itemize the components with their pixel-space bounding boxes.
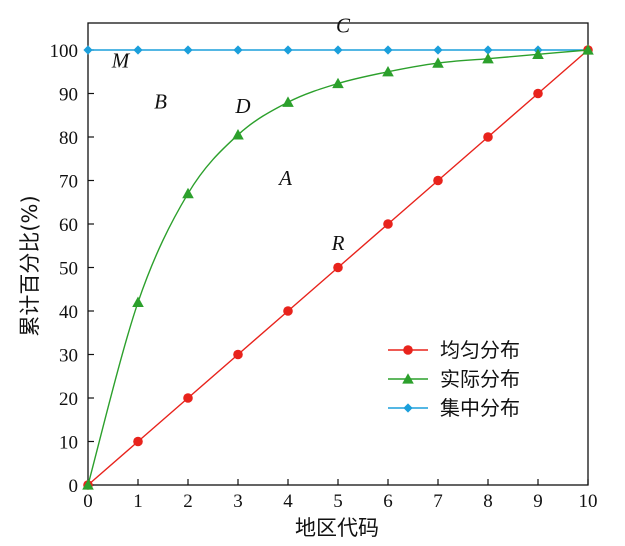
data-point (383, 45, 393, 55)
x-tick-label: 1 (133, 491, 143, 512)
legend-item: 实际分布 (388, 367, 520, 391)
y-tick-label: 90 (59, 85, 78, 106)
y-tick-label: 30 (59, 346, 78, 367)
annotation-label: B (154, 90, 167, 114)
annotation-label: C (336, 14, 351, 38)
y-tick-label: 40 (59, 302, 78, 323)
annotation-label: D (234, 94, 250, 118)
data-point (132, 296, 144, 307)
legend-swatch-marker (403, 345, 413, 355)
y-axis: 0 10 20 30 40 50 60 70 80 90 100 (50, 41, 94, 497)
y-tick-label: 100 (50, 41, 79, 62)
data-point (182, 187, 194, 199)
data-point (83, 45, 93, 55)
legend-swatch-marker (403, 403, 413, 413)
data-point (232, 129, 244, 140)
legend-item: 均匀分布 (388, 338, 520, 362)
annotations: C MB D A R (111, 14, 351, 256)
legend-swatch-marker (402, 373, 414, 384)
data-point (483, 132, 493, 142)
y-tick-label: 0 (69, 476, 79, 497)
legend-item: 集中分布 (388, 396, 520, 420)
y-tick-label: 10 (59, 433, 78, 454)
x-tick-label: 6 (383, 491, 393, 512)
y-tick-label: 20 (59, 389, 78, 410)
y-axis-label: 累计百分比(%) (18, 195, 42, 336)
series-3 (83, 45, 593, 55)
y-tick-label: 80 (59, 128, 78, 149)
data-point (333, 262, 343, 273)
series-line (87, 49, 589, 486)
x-tick-label: 9 (533, 491, 543, 512)
x-tick-label: 7 (433, 491, 443, 512)
data-point (333, 45, 343, 55)
data-point (483, 45, 493, 55)
annotation-label: M (111, 48, 131, 72)
x-tick-label: 0 (83, 491, 93, 512)
x-axis-label: 地区代码 (295, 516, 379, 540)
data-point (433, 45, 443, 55)
data-point (482, 52, 494, 64)
x-tick-label: 4 (283, 491, 293, 512)
x-axis: 0 1 2 3 4 5 6 7 8 9 10 (83, 479, 598, 512)
x-tick-label: 2 (183, 491, 193, 512)
x-tick-label: 10 (579, 491, 598, 512)
data-point (133, 436, 143, 447)
data-point (183, 45, 193, 55)
data-point (233, 349, 243, 360)
data-point (183, 393, 193, 403)
data-point (533, 88, 543, 99)
x-tick-label: 3 (233, 491, 243, 512)
data-point (282, 96, 294, 107)
legend-label: 均匀分布 (440, 338, 520, 362)
data-point (82, 479, 94, 490)
data-point (283, 306, 293, 316)
legend-label: 集中分布 (440, 396, 520, 420)
data-point (382, 65, 394, 77)
y-tick-label: 70 (59, 172, 78, 193)
data-point (233, 45, 243, 55)
x-tick-label: 8 (483, 491, 493, 512)
data-point (383, 219, 393, 229)
data-point (532, 48, 544, 59)
y-tick-label: 60 (59, 215, 78, 236)
series-layer (82, 44, 594, 490)
annotation-label: A (277, 166, 292, 190)
data-point (332, 77, 344, 89)
data-point (133, 45, 143, 55)
series-2 (82, 44, 594, 490)
data-point (582, 44, 594, 55)
y-tick-label: 50 (59, 259, 78, 280)
data-point (283, 45, 293, 55)
annotation-label: R (331, 231, 345, 255)
data-point (432, 57, 444, 68)
legend-label: 实际分布 (440, 367, 520, 391)
data-point (433, 175, 443, 186)
x-tick-label: 5 (333, 491, 343, 512)
